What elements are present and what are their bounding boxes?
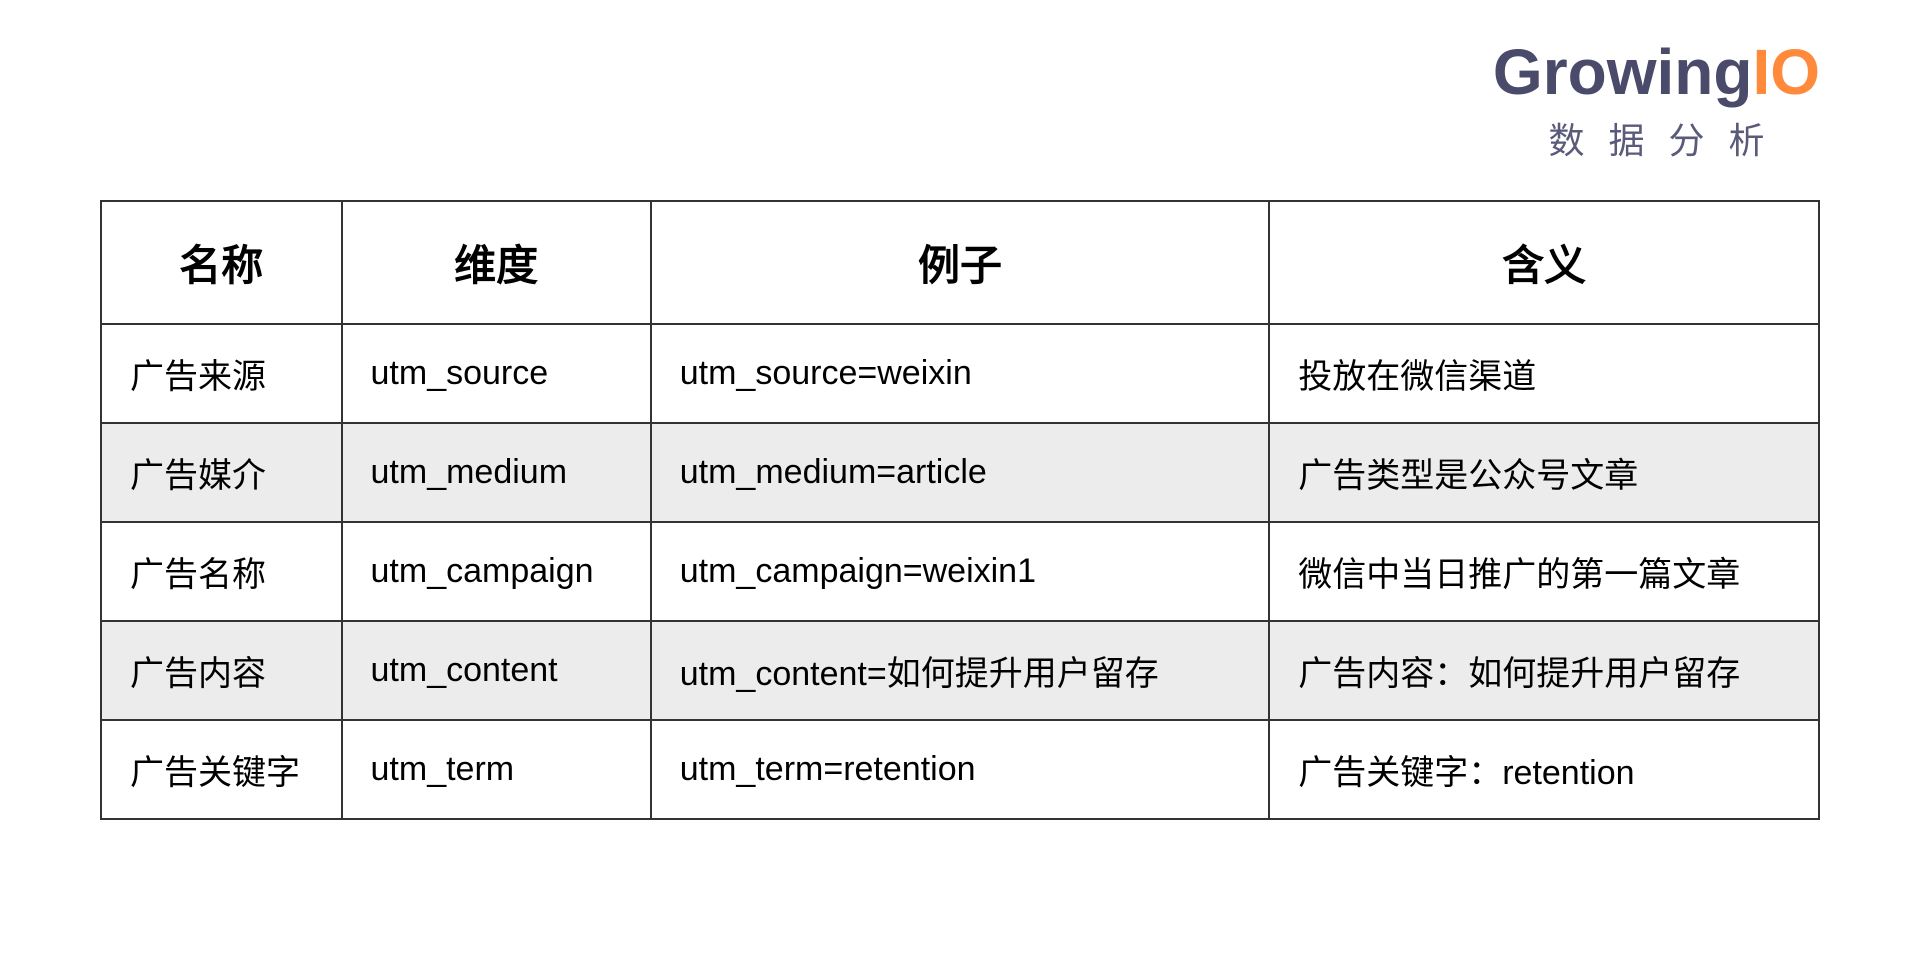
cell-meaning: 广告内容：如何提升用户留存	[1269, 621, 1819, 720]
cell-meaning: 广告类型是公众号文章	[1269, 423, 1819, 522]
table-row: 广告名称 utm_campaign utm_campaign=weixin1 微…	[101, 522, 1819, 621]
cell-example: utm_term=retention	[651, 720, 1269, 819]
cell-example: utm_medium=article	[651, 423, 1269, 522]
column-header-example: 例子	[651, 201, 1269, 324]
table-header-row: 名称 维度 例子 含义	[101, 201, 1819, 324]
column-header-meaning: 含义	[1269, 201, 1819, 324]
table-row: 广告来源 utm_source utm_source=weixin 投放在微信渠…	[101, 324, 1819, 423]
cell-dimension: utm_campaign	[342, 522, 651, 621]
column-header-name: 名称	[101, 201, 342, 324]
utm-parameters-table: 名称 维度 例子 含义 广告来源 utm_source utm_source=w…	[100, 200, 1820, 820]
logo-subtitle: 数据分析	[1493, 112, 1820, 164]
logo-text-accent-i: I	[1752, 36, 1770, 108]
cell-meaning: 微信中当日推广的第一篇文章	[1269, 522, 1819, 621]
cell-meaning: 投放在微信渠道	[1269, 324, 1819, 423]
cell-dimension: utm_term	[342, 720, 651, 819]
column-header-dimension: 维度	[342, 201, 651, 324]
cell-meaning: 广告关键字：retention	[1269, 720, 1819, 819]
cell-name: 广告媒介	[101, 423, 342, 522]
cell-dimension: utm_content	[342, 621, 651, 720]
logo-text-primary: Growing	[1493, 36, 1753, 108]
cell-example: utm_content=如何提升用户留存	[651, 621, 1269, 720]
logo-wordmark: GrowingIO	[1493, 40, 1820, 104]
logo-text-accent-o: O	[1770, 36, 1820, 108]
cell-name: 广告关键字	[101, 720, 342, 819]
cell-example: utm_campaign=weixin1	[651, 522, 1269, 621]
cell-name: 广告内容	[101, 621, 342, 720]
cell-dimension: utm_source	[342, 324, 651, 423]
cell-example: utm_source=weixin	[651, 324, 1269, 423]
cell-name: 广告来源	[101, 324, 342, 423]
brand-logo: GrowingIO 数据分析	[1493, 40, 1820, 164]
table-row: 广告媒介 utm_medium utm_medium=article 广告类型是…	[101, 423, 1819, 522]
table-row: 广告关键字 utm_term utm_term=retention 广告关键字：…	[101, 720, 1819, 819]
table-row: 广告内容 utm_content utm_content=如何提升用户留存 广告…	[101, 621, 1819, 720]
utm-parameters-table-container: 名称 维度 例子 含义 广告来源 utm_source utm_source=w…	[100, 200, 1820, 820]
cell-name: 广告名称	[101, 522, 342, 621]
cell-dimension: utm_medium	[342, 423, 651, 522]
